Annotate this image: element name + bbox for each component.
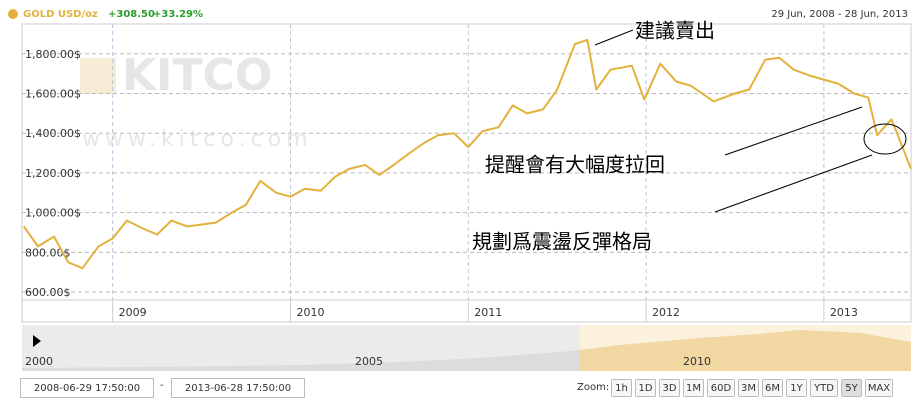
plot: 600.00$ 800.00$ 1,000.00$ 1,200.00$ 1,400.00… <box>22 24 912 322</box>
date-to[interactable]: 2013-06-28 17:50:00 <box>171 378 305 398</box>
zoom-button[interactable]: MAX <box>865 379 893 397</box>
date-from[interactable]: 2008-06-29 17:50:00 <box>20 378 154 398</box>
legend-marker <box>8 9 18 19</box>
navigator-area-selected <box>580 330 911 371</box>
separator: - <box>160 380 164 391</box>
date-range: 29 Jun, 2008 - 28 Jun, 2013 <box>771 9 908 20</box>
annotation: 建議賣出 <box>635 19 715 43</box>
zoom-button[interactable]: 6M <box>762 379 783 397</box>
zoom-button[interactable]: 1Y <box>786 379 807 397</box>
y-tick-label: 800.00$ <box>25 246 71 259</box>
zoom-button[interactable]: 3D <box>659 379 680 397</box>
annotation-line <box>594 29 634 46</box>
annotation: 規劃爲震盪反彈格局 <box>472 230 652 254</box>
navigator-label: 2010 <box>683 355 711 368</box>
zoom-button[interactable]: 1D <box>635 379 656 397</box>
zoom-button[interactable]: 60D <box>707 379 735 397</box>
price-line <box>22 38 912 270</box>
zoom-button[interactable]: 5Y <box>841 379 862 397</box>
navigator-label: 2005 <box>355 355 383 368</box>
watermark-brand: KITCO <box>122 50 272 101</box>
y-tick-label: 1,200.00$ <box>25 167 81 180</box>
zoom-button[interactable]: 3M <box>738 379 759 397</box>
zoom-label: Zoom: <box>577 382 610 393</box>
zoom-button[interactable]: YTD <box>810 379 838 397</box>
annotation-line <box>724 106 863 156</box>
y-tick-label: 1,000.00$ <box>25 207 81 220</box>
watermark: KITCO www.kitco.com <box>80 50 313 152</box>
x-tick-label: 2010 <box>296 306 324 319</box>
annotation: 提醒會有大幅度拉回 <box>485 153 665 177</box>
zoom-button[interactable]: 1M <box>683 379 704 397</box>
annotation-ellipse <box>863 123 907 155</box>
y-tick-label: 1,600.00$ <box>25 87 81 100</box>
y-tick-label: 1,400.00$ <box>25 127 81 140</box>
x-tick-label: 2013 <box>830 306 858 319</box>
navigator: 2000 2005 2010 <box>22 325 911 371</box>
navigator-label: 2000 <box>25 355 53 368</box>
play-button[interactable] <box>33 335 41 347</box>
legend-label: GOLD USD/oz <box>23 9 98 20</box>
change-percent: +33.29% <box>153 9 203 20</box>
x-tick-label: 2011 <box>474 306 502 319</box>
annotation-line <box>714 154 873 213</box>
y-tick-label: 600.00$ <box>25 286 71 299</box>
x-tick-label: 2009 <box>119 306 147 319</box>
y-tick-label: 1,800.00$ <box>25 48 81 61</box>
x-tick-label: 2012 <box>652 306 680 319</box>
watermark-logo <box>80 58 116 94</box>
annotations: 建議賣出 提醒會有大幅度拉回 規劃爲震盪反彈格局 <box>472 19 907 254</box>
change: +308.50 <box>108 9 155 20</box>
watermark-url: www.kitco.com <box>82 127 313 152</box>
zoom-button[interactable]: 1h <box>611 379 632 397</box>
chart: KITCO www.kitco.com GOLD USD/oz +308.50 … <box>8 9 912 371</box>
